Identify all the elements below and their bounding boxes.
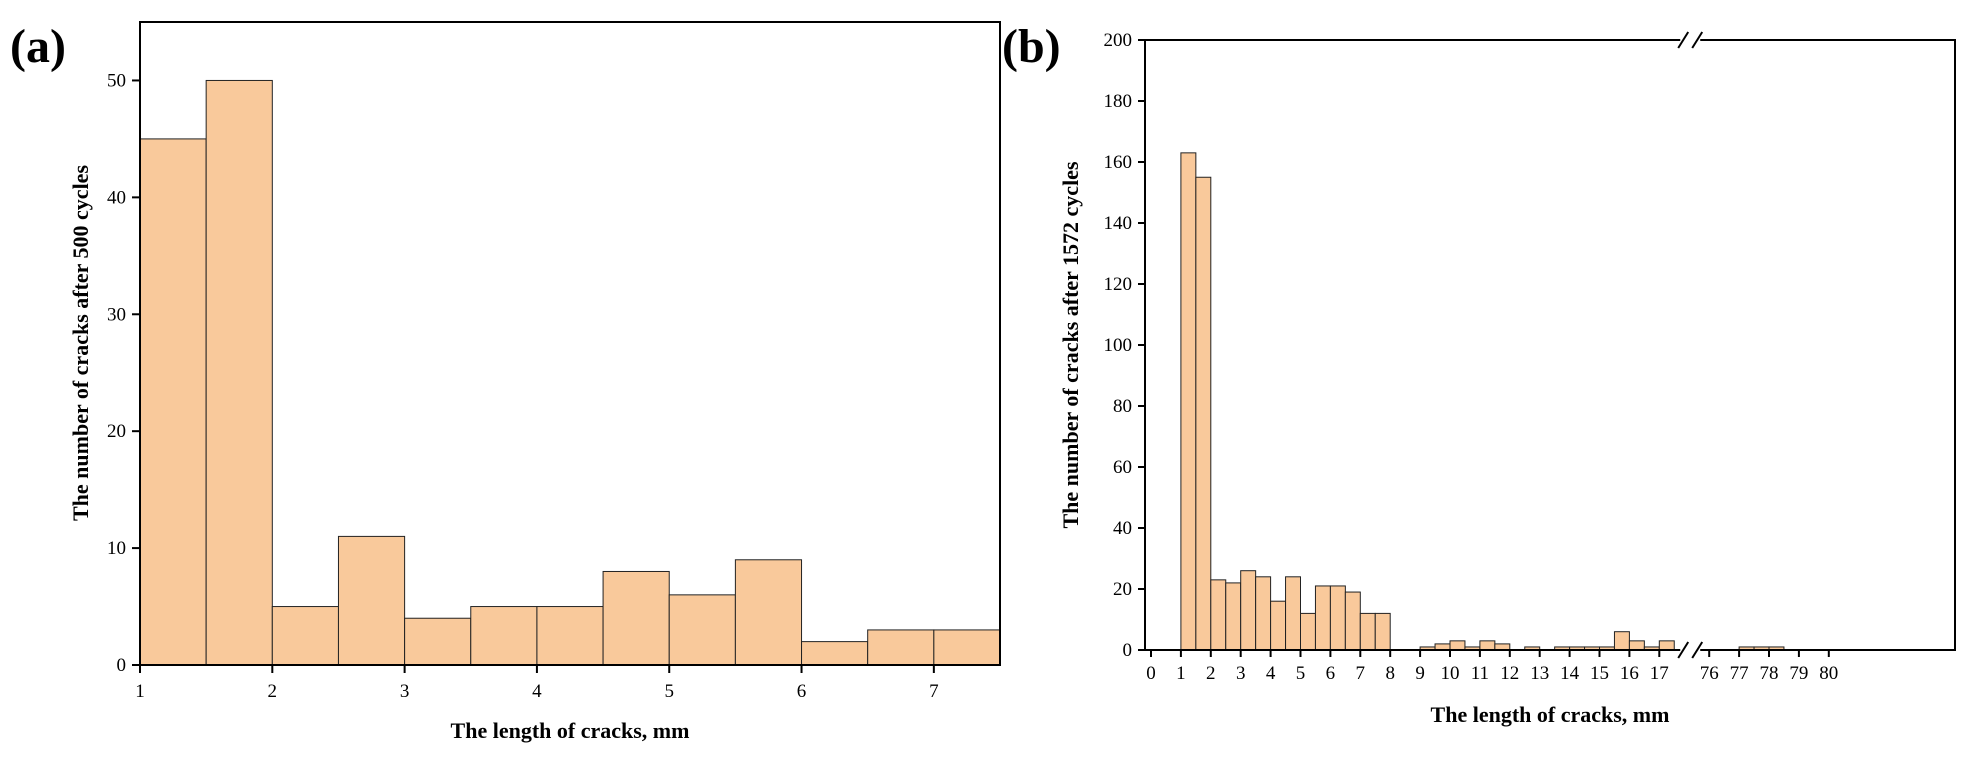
bar-b-13: [1374, 612, 1391, 651]
bar-b-8: [1300, 612, 1316, 651]
x-tick-label-b-16: 16: [1620, 663, 1639, 684]
bar-a-11: [867, 629, 935, 666]
y-tick-label-a-5: 50: [107, 70, 126, 91]
x-tick-label-b-18: 76: [1700, 663, 1719, 684]
x-axis-label-a: The length of cracks, mm: [451, 718, 690, 743]
bar-a-3: [337, 535, 406, 666]
y-tick-label-a-3: 30: [107, 304, 126, 325]
bar-b-4: [1240, 570, 1257, 651]
bar-a-9: [734, 559, 803, 666]
x-tick-label-b-21: 79: [1789, 663, 1808, 684]
bar-b-5: [1255, 576, 1272, 651]
bar-a-0: [139, 138, 207, 666]
y-axis-label-b: The number of cracks after 1572 cycles: [1058, 161, 1083, 528]
x-tick-label-b-5: 5: [1296, 663, 1306, 684]
x-tick-label-a-2: 3: [400, 681, 410, 702]
axis-break-mark-0-1: [1691, 31, 1704, 49]
bar-a-10: [801, 641, 869, 666]
y-tick-label-b-4: 80: [1113, 396, 1132, 417]
x-tick-label-b-13: 13: [1530, 663, 1549, 684]
y-tick-label-b-9: 180: [1104, 91, 1133, 112]
x-tick-label-b-7: 7: [1356, 663, 1366, 684]
bar-b-18: [1479, 640, 1496, 651]
bar-a-12: [933, 629, 1001, 666]
x-tick-label-b-3: 3: [1236, 663, 1246, 684]
ticks-a: 1 2 3 4 5 6 7 0 10 20 30 40 50: [107, 70, 939, 702]
bar-b-16: [1449, 640, 1466, 651]
bar-a-4: [404, 617, 472, 666]
y-tick-label-b-5: 100: [1104, 335, 1133, 356]
bar-b-9: [1314, 585, 1331, 651]
bar-b-11: [1344, 591, 1361, 651]
x-tick-label-b-4: 4: [1266, 663, 1276, 684]
bar-b-26: [1628, 640, 1645, 651]
x-tick-label-b-19: 77: [1730, 663, 1749, 684]
x-tick-label-b-0: 0: [1146, 663, 1156, 684]
y-tick-label-b-10: 200: [1104, 30, 1133, 51]
bar-a-2: [271, 606, 339, 666]
x-tick-label-b-10: 10: [1441, 663, 1460, 684]
axis-break-b: [1677, 31, 1704, 659]
y-tick-label-b-2: 40: [1113, 518, 1132, 539]
axis-break-mark-0-0: [1677, 31, 1690, 49]
x-tick-label-a-1: 2: [268, 681, 278, 702]
x-tick-label-a-0: 1: [135, 681, 145, 702]
panel-label-a: (a): [10, 20, 66, 73]
y-tick-label-b-7: 140: [1104, 213, 1133, 234]
plot-frame-b: [1144, 39, 1956, 651]
bar-a-7: [602, 570, 670, 666]
bar-b-10: [1329, 585, 1346, 651]
bar-a-8: [668, 594, 736, 666]
x-tick-label-b-12: 12: [1500, 663, 1519, 684]
bar-b-3: [1225, 582, 1242, 651]
bar-a-1: [205, 79, 273, 666]
y-tick-label-b-0: 0: [1123, 640, 1133, 661]
y-tick-label-a-1: 10: [107, 538, 126, 559]
x-tick-label-a-3: 4: [532, 681, 542, 702]
x-tick-label-b-15: 15: [1590, 663, 1609, 684]
x-tick-label-a-5: 6: [797, 681, 807, 702]
y-tick-label-a-2: 20: [107, 421, 126, 442]
bars-a: [139, 79, 1001, 666]
x-tick-label-b-1: 1: [1176, 663, 1186, 684]
bar-b-28: [1658, 640, 1675, 651]
x-tick-label-b-22: 80: [1819, 663, 1838, 684]
bar-b-25: [1613, 631, 1630, 651]
x-tick-label-b-11: 11: [1471, 663, 1489, 684]
x-tick-label-a-4: 5: [664, 681, 674, 702]
x-tick-label-b-6: 6: [1326, 663, 1336, 684]
y-tick-label-a-4: 40: [107, 187, 126, 208]
chart-panel-a: (a) 1 2 3 4 5 6 7 0 10 20 30 40 50 The length of cra…: [10, 20, 1001, 743]
y-axis-label-a: The number of cracks after 500 cycles: [68, 165, 93, 521]
y-tick-label-b-1: 20: [1113, 579, 1132, 600]
x-tick-label-b-9: 9: [1415, 663, 1425, 684]
x-axis-label-b: The length of cracks, mm: [1431, 702, 1670, 727]
x-tick-label-b-2: 2: [1206, 663, 1216, 684]
bar-b-0: [1180, 152, 1197, 651]
y-tick-label-a-0: 0: [117, 655, 127, 676]
plot-frame-a: [139, 21, 1001, 666]
ticks-b: 0 1 2 3 4 5 6 7 8 9 10 11 12 13 14 15 16 17 76 77 78 79 800204…: [1104, 30, 1839, 684]
x-tick-label-b-17: 17: [1650, 663, 1669, 684]
bar-b-2: [1210, 579, 1227, 651]
bar-b-7: [1285, 576, 1302, 651]
x-tick-label-a-6: 7: [929, 681, 939, 702]
bars-b: [1180, 152, 1785, 651]
bar-a-6: [536, 606, 604, 666]
bar-b-12: [1359, 612, 1376, 651]
bar-b-1: [1195, 176, 1212, 651]
x-tick-label-b-20: 78: [1760, 663, 1779, 684]
y-tick-label-b-8: 160: [1104, 152, 1133, 173]
bar-a-5: [470, 606, 538, 666]
axis-break-mark-1-1: [1691, 641, 1704, 659]
axis-break-mark-1-0: [1677, 641, 1690, 659]
panel-label-b: (b): [1002, 20, 1061, 73]
x-tick-label-b-14: 14: [1560, 663, 1580, 684]
y-tick-label-b-6: 120: [1104, 274, 1133, 295]
x-tick-label-b-8: 8: [1385, 663, 1395, 684]
bar-b-6: [1270, 600, 1287, 651]
y-tick-label-b-3: 60: [1113, 457, 1132, 478]
chart-panel-b: (b) 0 1 2 3 4 5 6 7 8 9 10 11 12 13 14 15 16 17 76 77 78 79 80…: [1002, 20, 1956, 727]
